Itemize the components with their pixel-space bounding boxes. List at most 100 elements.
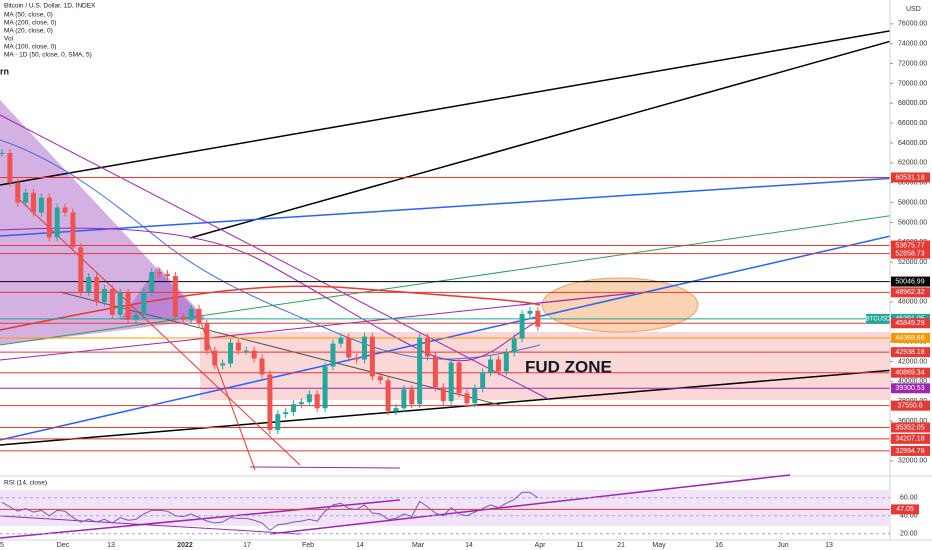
candle-body: [141, 291, 147, 315]
rsi-level-label: 47.05: [896, 506, 914, 513]
candle-body: [15, 182, 21, 203]
trend-line: [519, 292, 636, 306]
x-tick-label: 16: [715, 542, 723, 549]
y-tick-label: 58000.00: [898, 199, 927, 206]
candle-body: [291, 404, 297, 413]
level-label: 37550.8: [897, 403, 922, 410]
candle-body: [456, 362, 462, 394]
y-tick-label: 74000.00: [898, 41, 927, 48]
trend-line: [0, 29, 896, 186]
trend-line: [59, 291, 501, 406]
candle-body: [338, 337, 344, 344]
candle-body: [86, 277, 92, 292]
x-tick-label: 13: [107, 542, 115, 549]
y-tick-label: 56000.00: [898, 219, 927, 226]
candle-body: [267, 374, 273, 431]
candle-body: [330, 343, 336, 367]
y-tick-label: 66000.00: [898, 120, 927, 127]
candle-body: [354, 357, 360, 360]
level-label-box: [891, 383, 930, 394]
rsi-band: [0, 490, 890, 526]
level-label-box: [891, 422, 930, 433]
candle-body: [196, 308, 202, 324]
candle-body: [527, 310, 533, 314]
candle-body: [472, 388, 478, 404]
legend-entry: Vol: [4, 36, 14, 43]
y-tick-label: 36000.00: [898, 418, 927, 425]
level-label: 42938.18: [895, 349, 924, 356]
candle-body: [133, 314, 139, 320]
level-label: 35352.05: [895, 424, 924, 431]
level-label: 45849.29: [895, 320, 924, 327]
candle-body: [0, 152, 5, 154]
candle-body: [464, 393, 470, 404]
level-label-box: [891, 445, 930, 456]
candle-body: [251, 350, 257, 359]
y-tick-label: 72000.00: [898, 60, 927, 67]
candle-body: [172, 276, 178, 317]
trend-line: [0, 369, 896, 446]
candle-body: [283, 412, 289, 415]
legend-entry: MA (200, close, 0): [4, 20, 56, 27]
level-label-box: [891, 248, 930, 259]
level-label: 53675.77: [895, 242, 924, 249]
y-tick-label: 40000.00: [898, 378, 927, 385]
candle-body: [23, 192, 29, 203]
level-label-box: [891, 400, 930, 411]
rsi-line: [1, 491, 539, 531]
x-tick-label: Feb: [302, 542, 314, 549]
candle-body: [322, 366, 328, 409]
y-tick-label: 52000.00: [898, 259, 927, 266]
candle-body: [46, 197, 52, 238]
x-tick-label: Jun: [777, 542, 788, 549]
candle-body: [275, 414, 281, 431]
level-label-box: [891, 367, 930, 378]
candle-body: [432, 356, 438, 388]
x-tick-label: Apr: [535, 542, 547, 549]
x-tick-label: 11: [576, 542, 583, 549]
candle-body: [535, 310, 541, 327]
level-label-box: [891, 433, 930, 444]
candle-body: [495, 359, 501, 372]
level-label-box: [891, 276, 930, 287]
candle-body: [511, 338, 517, 353]
candles: [0, 148, 541, 435]
candle-body: [519, 313, 525, 339]
y-tick-label: 64000.00: [898, 140, 927, 147]
level-label: 60531.18: [895, 174, 924, 181]
y-tick-label: 42000.00: [898, 358, 927, 365]
candle-body: [117, 292, 123, 315]
x-tick-label: 14: [465, 542, 473, 549]
trend-line: [0, 499, 401, 539]
legend-entry: MA - 1D (50, close, 0, SMA, 5): [4, 52, 92, 59]
x-axis: 5 Dec 13 2022 17 Feb 14 Mar 14 Apr 11 21 May 16 Jun 13: [0, 542, 833, 549]
x-tick-label: Dec: [57, 542, 70, 549]
candle-body: [125, 292, 131, 320]
trend-line: [0, 304, 521, 361]
candle-body: [7, 152, 13, 183]
candle-body: [204, 323, 210, 351]
legend-entry: MA (20, close, 0): [4, 28, 53, 35]
candle-body: [243, 350, 249, 352]
level-label: 44368.66: [895, 335, 924, 342]
x-tick-label: Mar: [412, 542, 425, 549]
level-label-box: [891, 287, 930, 298]
shaded-wedge: [120, 266, 205, 320]
trend-line: [19, 199, 301, 466]
moving-average: [0, 227, 541, 362]
y-tick-label: 62000.00: [898, 160, 927, 167]
x-tick-label: 5: [0, 542, 4, 549]
candle-body: [157, 272, 163, 275]
candle-body: [503, 352, 509, 372]
candle-body: [220, 363, 226, 366]
candle-body: [212, 350, 218, 366]
candle-body: [164, 274, 170, 277]
y-tick-label: 32000.00: [898, 458, 927, 465]
x-tick-label: May: [652, 542, 666, 549]
candle-body: [101, 288, 107, 302]
x-tick-label: 2022: [177, 542, 193, 549]
x-tick-label: 17: [243, 542, 251, 549]
candle-body: [31, 192, 37, 213]
candle-body: [417, 337, 423, 405]
drawings: [0, 29, 896, 471]
